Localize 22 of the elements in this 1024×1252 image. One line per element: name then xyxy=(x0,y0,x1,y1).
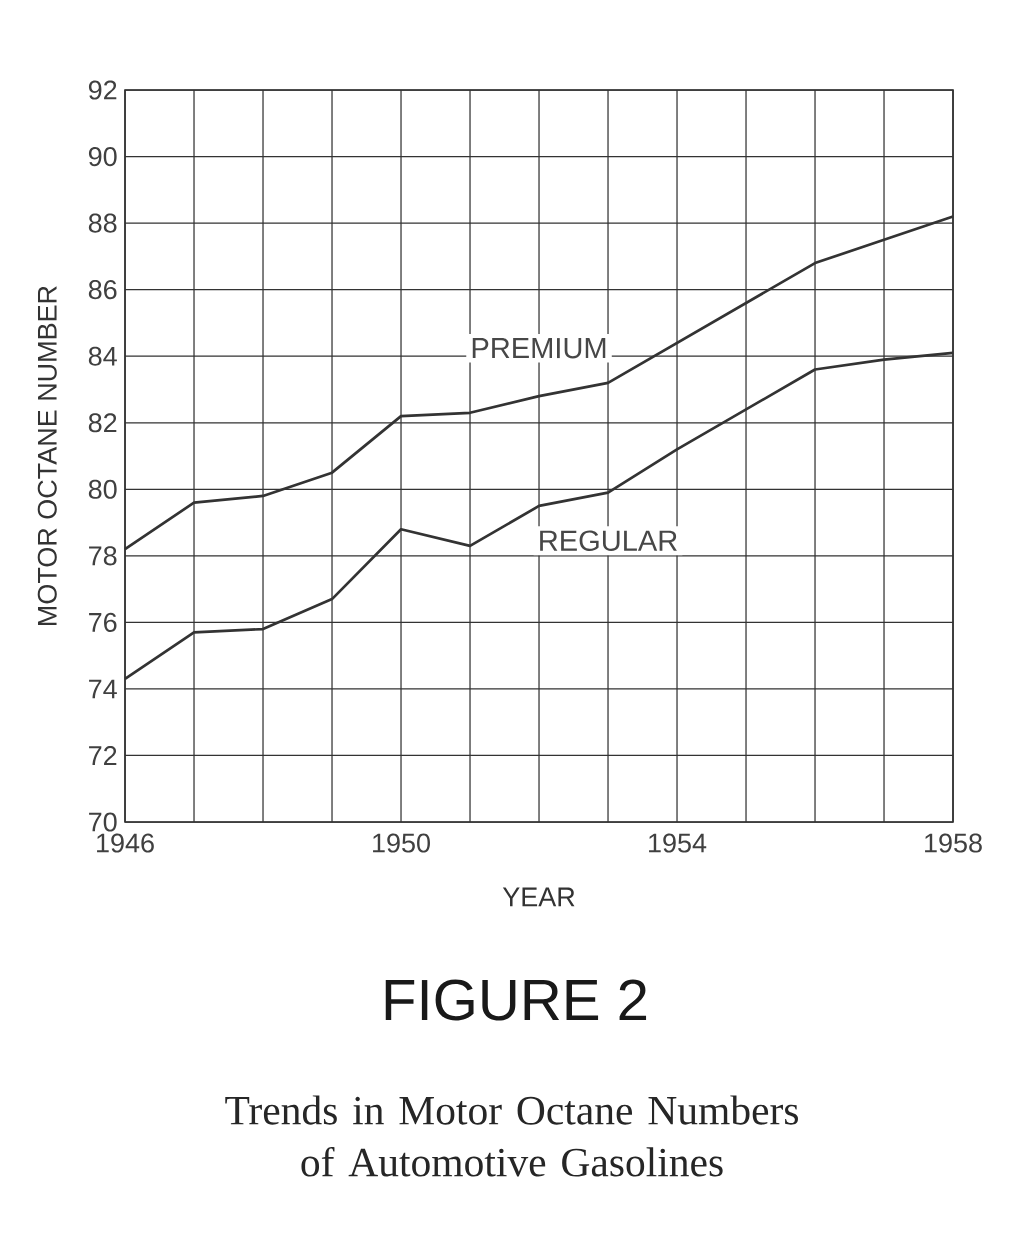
x-tick-label: 1946 xyxy=(97,833,154,853)
text: Trends in Motor Octane Numbers of Automotive Gasolines xyxy=(225,1095,798,1177)
y-tick-label: 86 xyxy=(88,280,117,300)
y-tick-label: 70 xyxy=(89,812,117,832)
x-tick-label: 1958 xyxy=(925,833,982,853)
series-label: REGULAR xyxy=(540,530,677,551)
series-label: PREMIUM xyxy=(472,338,606,359)
y-tick-label: 78 xyxy=(89,546,117,566)
x-tick-label: 1954 xyxy=(649,833,707,853)
y-tick-label: 84 xyxy=(88,346,117,366)
y-tick-label: 92 xyxy=(88,80,117,100)
y-tick-label: 90 xyxy=(88,147,117,167)
y-axis-title: MOTOR OCTANE NUMBER xyxy=(37,286,57,625)
x-tick-label: 1950 xyxy=(373,833,430,853)
y-tick-label: 82 xyxy=(88,413,117,433)
y-tick-label: 80 xyxy=(88,479,117,499)
text: FIGURE 2 xyxy=(385,979,647,1021)
x-axis-title: YEAR xyxy=(502,887,575,907)
y-tick-label: 74 xyxy=(89,679,117,699)
y-tick-label: 76 xyxy=(89,612,117,632)
y-tick-label: 72 xyxy=(89,746,117,765)
y-tick-label: 88 xyxy=(88,213,117,233)
